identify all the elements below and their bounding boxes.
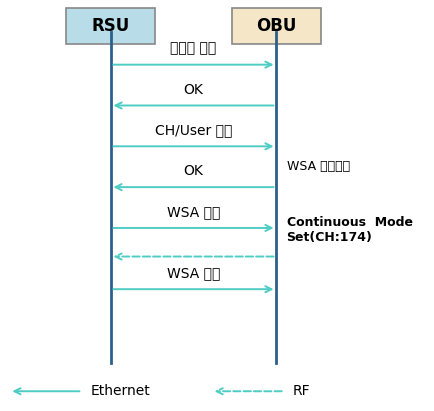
FancyBboxPatch shape bbox=[66, 7, 155, 44]
Text: CH/User 등록: CH/User 등록 bbox=[155, 123, 232, 137]
Text: RSU: RSU bbox=[92, 17, 130, 35]
Text: WSA 전송: WSA 전송 bbox=[167, 205, 220, 219]
FancyBboxPatch shape bbox=[232, 7, 321, 44]
Text: OBU: OBU bbox=[256, 17, 296, 35]
Text: RF: RF bbox=[293, 384, 310, 398]
Text: OK: OK bbox=[184, 83, 204, 97]
Text: Ethernet: Ethernet bbox=[90, 384, 150, 398]
Text: 초기화 요청: 초기화 요청 bbox=[171, 42, 217, 55]
Text: Continuous  Mode
Set(CH:174): Continuous Mode Set(CH:174) bbox=[286, 216, 413, 244]
Text: WSA 전송: WSA 전송 bbox=[167, 266, 220, 280]
Text: OK: OK bbox=[184, 164, 204, 178]
Text: WSA 수신대기: WSA 수신대기 bbox=[286, 160, 350, 173]
